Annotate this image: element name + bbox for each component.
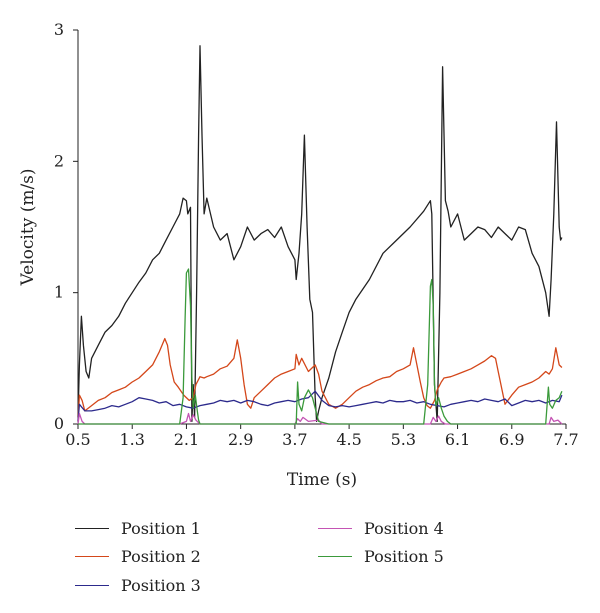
x-tick-label: 4.5 [336, 430, 361, 449]
series-line-4 [77, 412, 563, 425]
x-tick-label: 2.9 [228, 430, 253, 449]
x-tick-label: 6.1 [445, 430, 470, 449]
series-line-1 [77, 45, 563, 423]
series-line-3 [77, 390, 563, 422]
x-tick-label: 0.5 [65, 430, 90, 449]
y-tick-label: 3 [54, 20, 64, 39]
x-tick-label: 6.9 [499, 430, 524, 449]
series-line-5 [78, 268, 563, 425]
y-tick-label: 1 [54, 283, 64, 302]
y-axis-title: Velocity (m/s) [18, 168, 38, 286]
y-tick-label: 2 [54, 151, 64, 170]
x-tick-label: 3.7 [282, 430, 307, 449]
x-tick-label: 5.3 [391, 430, 416, 449]
series-lines [77, 45, 563, 425]
x-axis-title: Time (s) [287, 470, 357, 490]
x-tick-label: 2.1 [174, 430, 199, 449]
axes [73, 29, 567, 429]
x-tick-label: 1.3 [119, 430, 144, 449]
series-line-2 [77, 337, 563, 422]
y-tick-label: 0 [54, 414, 64, 433]
tick-labels: 0.5 1.3 2.1 2.9 3.7 4.5 5.3 6.1 6.9 7.7 0 1 2 3 [54, 20, 579, 449]
x-tick-label: 7.7 [553, 430, 578, 449]
